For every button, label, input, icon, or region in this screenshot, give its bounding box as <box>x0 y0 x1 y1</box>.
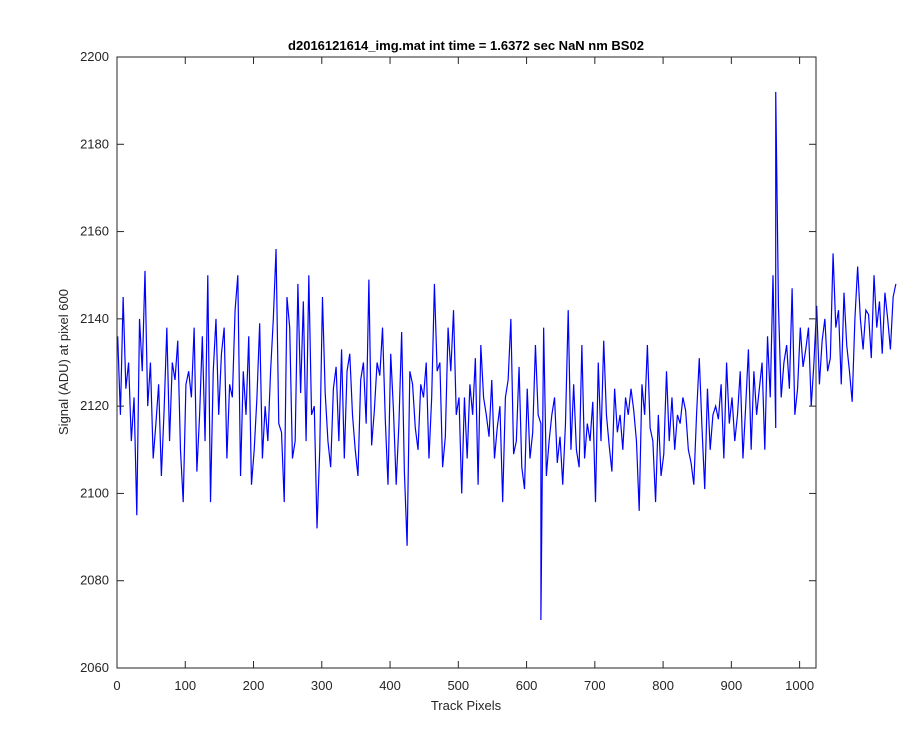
y-tick-label: 2140 <box>80 311 109 326</box>
x-tick-label: 200 <box>243 678 265 693</box>
x-tick-label: 100 <box>174 678 196 693</box>
y-tick-label: 2200 <box>80 49 109 64</box>
data-layer <box>117 91 897 620</box>
x-tick-label: 1000 <box>785 678 814 693</box>
x-tick-label: 900 <box>721 678 743 693</box>
y-axis-label: Signal (ADU) at pixel 600 <box>56 289 71 435</box>
x-axis-ticks: 0 100 200 300 400 500 600 700 800 900 1000 <box>113 57 814 693</box>
series-line-0 <box>117 91 897 620</box>
axes-box <box>116 56 817 669</box>
x-tick-label: 500 <box>447 678 469 693</box>
x-tick-label: 800 <box>652 678 674 693</box>
x-tick-label: 400 <box>379 678 401 693</box>
y-tick-label: 2060 <box>80 660 109 675</box>
plot-area <box>117 57 816 668</box>
y-tick-label: 2160 <box>80 224 109 239</box>
x-tick-label: 700 <box>584 678 606 693</box>
y-tick-label: 2100 <box>80 485 109 500</box>
y-axis-ticks: 2060 2080 2100 2120 2140 2160 2180 2200 <box>80 49 816 675</box>
y-tick-label: 2180 <box>80 136 109 151</box>
y-tick-label: 2080 <box>80 573 109 588</box>
x-tick-label: 300 <box>311 678 333 693</box>
y-tick-label: 2120 <box>80 398 109 413</box>
chart-title: d2016121614_img.mat int time = 1.6372 se… <box>288 38 644 53</box>
x-tick-label: 600 <box>516 678 538 693</box>
x-tick-label: 0 <box>113 678 120 693</box>
x-axis-label: Track Pixels <box>431 698 502 713</box>
